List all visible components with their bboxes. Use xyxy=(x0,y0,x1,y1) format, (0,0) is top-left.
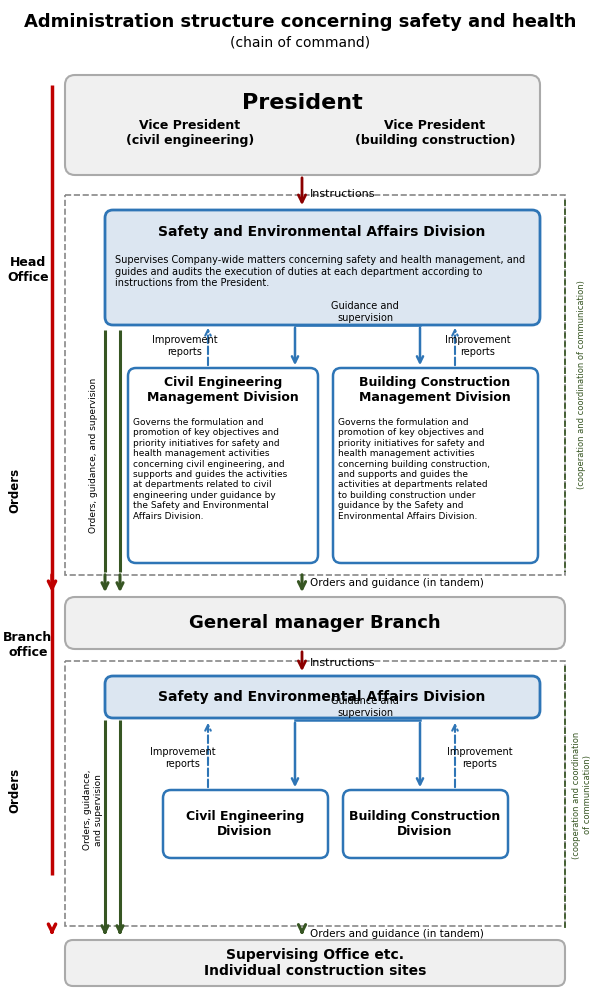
Bar xyxy=(65,195,565,575)
FancyBboxPatch shape xyxy=(343,790,508,858)
FancyBboxPatch shape xyxy=(105,210,540,325)
Text: Branch
office: Branch office xyxy=(4,631,53,659)
Text: Improvement
reports: Improvement reports xyxy=(445,336,511,356)
Bar xyxy=(65,661,565,926)
FancyBboxPatch shape xyxy=(65,75,540,175)
Text: Building Construction
Management Division: Building Construction Management Divisio… xyxy=(359,376,511,404)
Text: Vice President
(civil engineering): Vice President (civil engineering) xyxy=(126,119,254,147)
Text: Instructions: Instructions xyxy=(310,189,376,199)
FancyBboxPatch shape xyxy=(65,597,565,649)
Text: Governs the formulation and
promotion of key objectives and
priority initiatives: Governs the formulation and promotion of… xyxy=(133,418,287,521)
Text: Instructions: Instructions xyxy=(310,658,376,668)
FancyBboxPatch shape xyxy=(163,790,328,858)
Text: Civil Engineering
Division: Civil Engineering Division xyxy=(186,810,304,838)
Text: Guidance and
supervision: Guidance and supervision xyxy=(331,301,399,323)
Text: Building Construction
Division: Building Construction Division xyxy=(349,810,500,838)
FancyBboxPatch shape xyxy=(105,676,540,718)
Text: Improvement
reports: Improvement reports xyxy=(150,747,216,769)
Text: General manager Branch: General manager Branch xyxy=(189,614,441,632)
Text: Improvement
reports: Improvement reports xyxy=(447,747,513,769)
Text: Safety and Environmental Affairs Division: Safety and Environmental Affairs Divisio… xyxy=(158,690,485,704)
Text: Orders: Orders xyxy=(8,467,22,513)
FancyBboxPatch shape xyxy=(128,368,318,563)
Text: Civil Engineering
Management Division: Civil Engineering Management Division xyxy=(147,376,299,404)
Text: Orders and guidance (in tandem): Orders and guidance (in tandem) xyxy=(310,578,484,588)
Text: Orders: Orders xyxy=(8,767,22,813)
Text: Improvement
reports: Improvement reports xyxy=(152,336,218,356)
Text: Orders, guidance, and supervision: Orders, guidance, and supervision xyxy=(89,377,97,533)
Text: Supervises Company-wide matters concerning safety and health management, and
gui: Supervises Company-wide matters concerni… xyxy=(115,255,525,288)
Text: Vice President
(building construction): Vice President (building construction) xyxy=(355,119,515,147)
Text: (cooperation and coordination
of communication): (cooperation and coordination of communi… xyxy=(572,732,592,858)
Text: Orders, guidance,
and supervision: Orders, guidance, and supervision xyxy=(83,770,103,850)
Text: Head
Office: Head Office xyxy=(7,256,49,284)
Text: Orders and guidance (in tandem): Orders and guidance (in tandem) xyxy=(310,929,484,939)
FancyBboxPatch shape xyxy=(65,940,565,986)
Text: Guidance and
supervision: Guidance and supervision xyxy=(331,696,399,718)
FancyBboxPatch shape xyxy=(333,368,538,563)
Text: Supervising Office etc.
Individual construction sites: Supervising Office etc. Individual const… xyxy=(204,947,426,978)
Text: President: President xyxy=(242,93,362,113)
Text: (chain of command): (chain of command) xyxy=(230,35,370,49)
Text: Administration structure concerning safety and health: Administration structure concerning safe… xyxy=(24,13,576,31)
Text: Governs the formulation and
promotion of key objectives and
priority initiatives: Governs the formulation and promotion of… xyxy=(338,418,490,521)
Text: (cooperation and coordination of communication): (cooperation and coordination of communi… xyxy=(577,280,587,489)
Text: Safety and Environmental Affairs Division: Safety and Environmental Affairs Divisio… xyxy=(158,225,485,239)
